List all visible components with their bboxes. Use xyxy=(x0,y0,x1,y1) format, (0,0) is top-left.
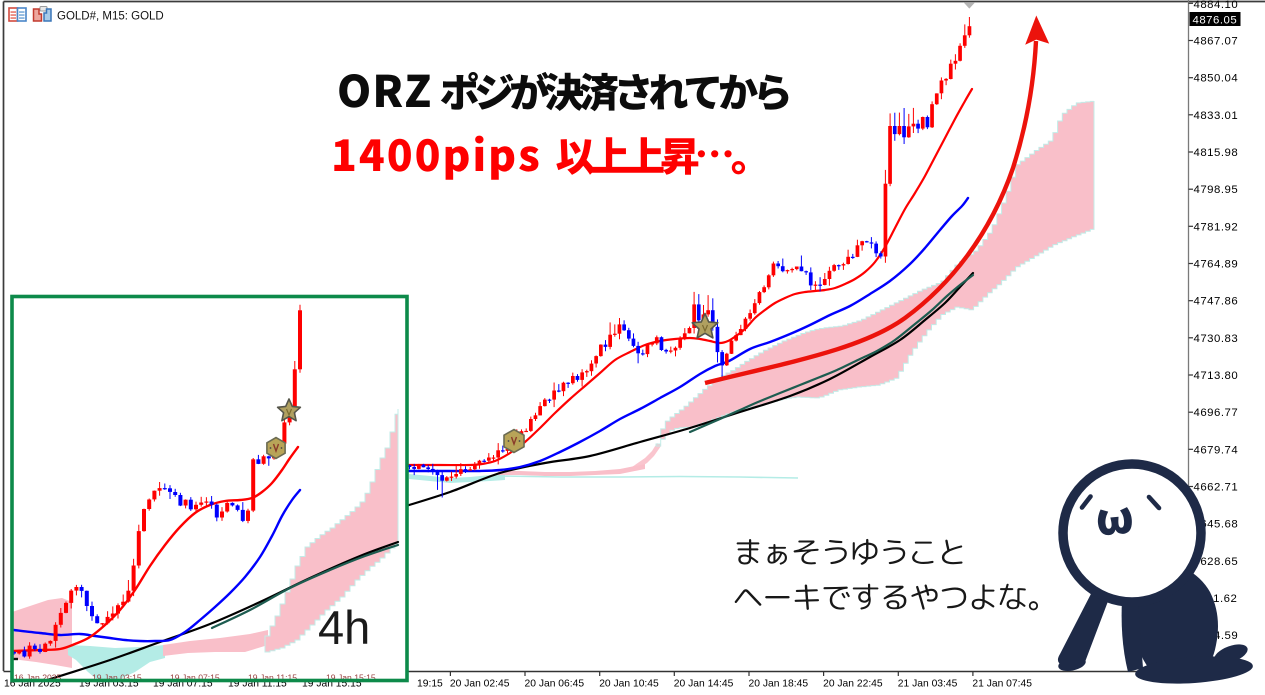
svg-text:21 Jan 07:45: 21 Jan 07:45 xyxy=(972,679,1032,690)
svg-text:4867.07: 4867.07 xyxy=(1194,36,1239,48)
svg-text:16 Jan 2025: 16 Jan 2025 xyxy=(4,679,61,690)
svg-text:19 Jan 15:15: 19 Jan 15:15 xyxy=(326,673,376,683)
svg-text:20 Jan 14:45: 20 Jan 14:45 xyxy=(674,679,734,690)
svg-text:19 Jan 11:15: 19 Jan 11:15 xyxy=(248,673,297,683)
svg-text:GOLD#, M15: GOLD: GOLD#, M15: GOLD xyxy=(57,11,164,23)
svg-text:4747.86: 4747.86 xyxy=(1194,296,1239,308)
svg-text:4628.65: 4628.65 xyxy=(1194,556,1239,568)
svg-text:20 Jan 22:45: 20 Jan 22:45 xyxy=(823,679,883,690)
svg-text:4781.92: 4781.92 xyxy=(1194,221,1239,233)
svg-text:4884.10: 4884.10 xyxy=(1194,0,1239,11)
svg-text:4679.74: 4679.74 xyxy=(1194,444,1239,456)
svg-text:20 Jan 10:45: 20 Jan 10:45 xyxy=(599,679,659,690)
svg-text:19:15: 19:15 xyxy=(417,679,443,690)
svg-text:19 Jan 03:15: 19 Jan 03:15 xyxy=(92,673,142,683)
svg-text:21 Jan 03:45: 21 Jan 03:45 xyxy=(898,679,958,690)
svg-text:19 Jan 15:15: 19 Jan 15:15 xyxy=(302,679,362,690)
svg-text:20 Jan 02:45: 20 Jan 02:45 xyxy=(450,679,510,690)
svg-text:4815.98: 4815.98 xyxy=(1194,147,1239,159)
svg-text:20 Jan 06:45: 20 Jan 06:45 xyxy=(525,679,585,690)
svg-text:4662.71: 4662.71 xyxy=(1194,482,1239,494)
svg-text:4798.95: 4798.95 xyxy=(1194,184,1239,196)
svg-text:19 Jan 11:15: 19 Jan 11:15 xyxy=(228,679,287,690)
svg-text:4730.83: 4730.83 xyxy=(1194,333,1239,345)
svg-text:19 Jan 07:15: 19 Jan 07:15 xyxy=(170,673,220,683)
svg-text:4876.05: 4876.05 xyxy=(1193,14,1238,26)
svg-text:4696.77: 4696.77 xyxy=(1194,407,1239,419)
svg-text:20 Jan 18:45: 20 Jan 18:45 xyxy=(749,679,809,690)
svg-text:4713.80: 4713.80 xyxy=(1194,370,1239,382)
svg-text:16 Jan 2025: 16 Jan 2025 xyxy=(14,673,62,683)
svg-text:19 Jan 07:15: 19 Jan 07:15 xyxy=(153,679,213,690)
svg-text:4h: 4h xyxy=(318,601,370,654)
svg-text:19 Jan 03:15: 19 Jan 03:15 xyxy=(79,679,139,690)
svg-text:4764.89: 4764.89 xyxy=(1194,259,1239,271)
svg-text:4833.01: 4833.01 xyxy=(1194,110,1239,122)
svg-text:4850.04: 4850.04 xyxy=(1194,73,1239,85)
